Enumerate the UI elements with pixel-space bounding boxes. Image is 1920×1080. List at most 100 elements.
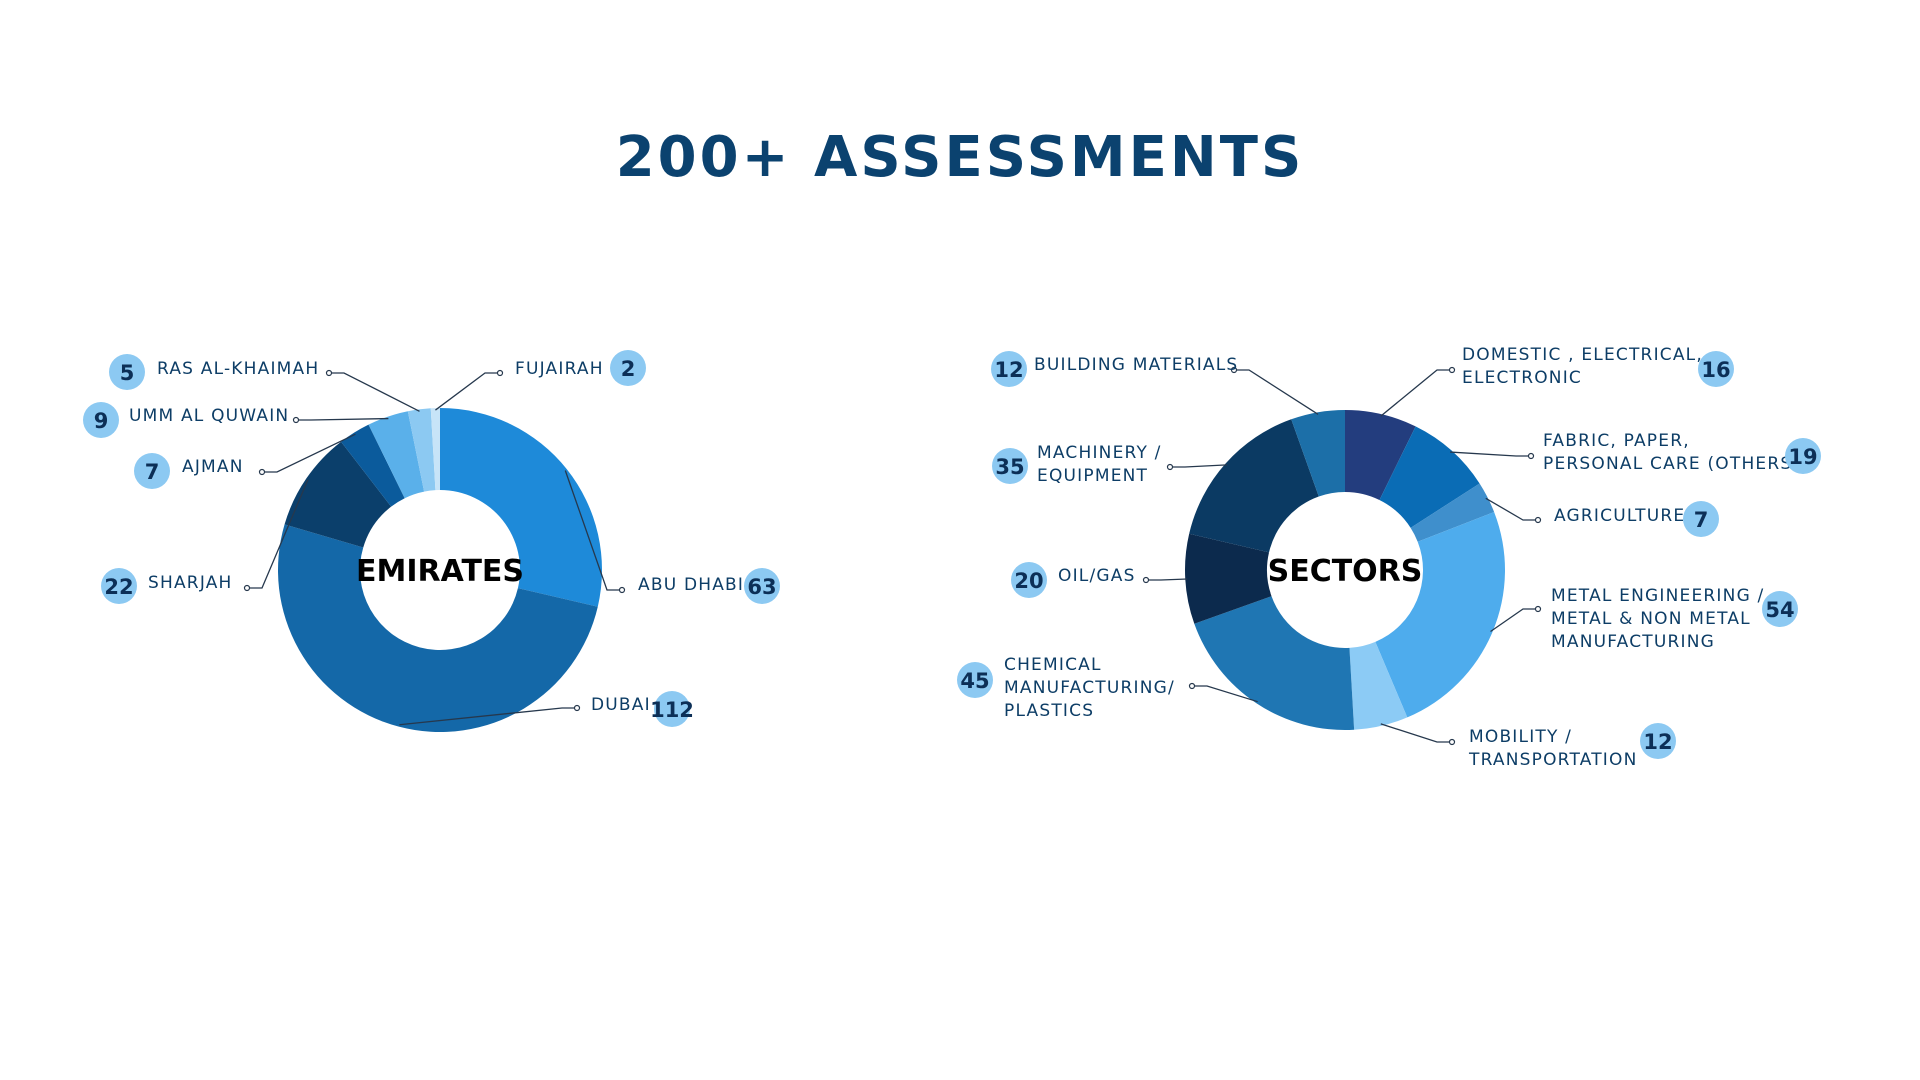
leader-line [1146,578,1188,581]
label-text: PLASTICS [1004,701,1094,721]
value-label: 22 [104,575,133,599]
slice-building-materials [1291,410,1345,497]
leader-line [296,417,389,421]
leader-dot [1527,452,1535,460]
value-badge [1698,351,1734,387]
value-badge [101,568,137,604]
label-ras-al-khaimah: RAS AL-KHAIMAH 5 [109,354,420,412]
leader-dot [1188,682,1196,690]
label-oil-gas: OIL/GAS 20 [1011,562,1188,598]
leader-dot [496,369,504,377]
value-badge [1762,591,1798,627]
value-label: 12 [994,358,1023,382]
leader-line [262,433,356,473]
value-badge [744,568,780,604]
label-ajman: AJMAN 7 [134,433,356,489]
value-label: 16 [1701,358,1730,382]
leader-line [399,707,577,726]
slice-mobility-transportation [1349,641,1408,730]
value-label: 35 [995,455,1024,479]
label-metal-engineering-metal-non-metal-manufacturing: METAL ENGINEERING / METAL & NON METAL MANU… [1490,586,1798,652]
emirates-donut: EMIRATES ABU DHABI 63 DUBAI 112 SHARJAH 22 AJMA… [83,350,780,732]
value-badge [654,691,690,727]
center-title: SECTORS [1268,554,1423,589]
value-label: 12 [1643,730,1672,754]
value-label: 19 [1788,445,1817,469]
label-machinery-equipment: MACHINERY / EQUIPMENT 35 [992,443,1228,486]
label-text: FABRIC, PAPER, [1543,431,1690,451]
label-umm-al-quwain: UMM AL QUWAIN 9 [83,402,389,438]
value-label: 20 [1014,569,1043,593]
value-badge [610,350,646,386]
slice-oil-gas [1185,533,1272,624]
label-text: ABU DHABI [638,575,744,595]
slice-sharjah [284,441,392,548]
label-fabric-paper-personal-care-others: FABRIC, PAPER, PERSONAL CARE (OTHERS)19 [1450,431,1821,474]
value-badge [1011,562,1047,598]
value-label: 45 [960,669,989,693]
label-text: MANUFACTURING [1551,632,1715,652]
value-badge [991,351,1027,387]
label-building-materials: BUILDING MATERIALS 12 [991,351,1319,415]
center-title: EMIRATES [356,554,524,589]
slice-chemical-manufacturing-plastics [1194,596,1355,730]
leader-line [1380,369,1452,417]
value-label: 5 [120,361,135,385]
label-text: OIL/GAS [1058,566,1136,586]
label-text: AGRICULTURE [1554,506,1685,526]
label-text: RAS AL-KHAIMAH [157,359,319,379]
leader-dot [1534,605,1542,613]
leader-line [1170,464,1228,468]
slice-abu-dhabi [440,408,602,607]
leader-dot [258,468,266,476]
label-text: METAL & NON METAL [1551,609,1751,629]
page-title: 200+ ASSESSMENTS [615,125,1305,190]
label-agriculture: AGRICULTURE 7 [1485,497,1719,537]
label-fujairah: FUJAIRAH 2 [435,350,646,411]
label-abu-dhabi: ABU DHABI 63 [564,470,780,604]
leader-dot [1448,366,1456,374]
value-label: 112 [650,698,694,722]
slice-ras-al-khaimah [407,408,436,492]
value-badge [1683,501,1719,537]
leader-dot [1166,463,1174,471]
slice-domestic-electrical-electronic [1345,410,1416,501]
leader-dot [325,369,333,377]
value-label: 7 [1694,508,1709,532]
label-domestic-electrical-electronic: DOMESTIC , ELECTRICAL, ELECTRONIC 16 [1380,345,1734,417]
leader-dot [1142,576,1150,584]
label-dubai: DUBAI 112 [399,691,694,727]
sectors-donut: SECTORS DOMESTIC , ELECTRICAL, ELECTRONIC 1… [957,345,1821,770]
leader-line [564,470,622,591]
slice-fabric-paper-personal-care-others [1379,426,1480,528]
value-label: 54 [1765,598,1794,622]
slice-machinery-equipment [1189,419,1319,553]
leader-line [435,372,500,411]
label-text: EQUIPMENT [1037,466,1148,486]
label-text: UMM AL QUWAIN [129,406,289,426]
leader-line [1490,608,1538,633]
leader-line [247,479,309,589]
label-text: DOMESTIC , ELECTRICAL, [1462,345,1703,365]
slice-fujairah [430,408,440,491]
leader-line [1450,451,1531,457]
value-label: 63 [747,575,776,599]
slice-metal-engineering-metal-non-metal-manufacturing [1375,511,1505,718]
value-badge [1640,723,1676,759]
slice-umm-al-quwain [368,411,425,499]
label-text: MACHINERY / [1037,443,1162,463]
label-text: AJMAN [182,457,244,477]
leader-line [329,372,420,412]
leader-line [1192,685,1258,703]
value-badge [1785,438,1821,474]
value-badge [109,354,145,390]
leader-dot [573,704,581,712]
value-label: 9 [94,409,109,433]
leader-dot [618,586,626,594]
leader-dot [1230,366,1238,374]
leader-dot [1448,738,1456,746]
label-text: FUJAIRAH [515,359,604,379]
label-text: MANUFACTURING/ [1004,678,1175,698]
value-badge [992,448,1028,484]
